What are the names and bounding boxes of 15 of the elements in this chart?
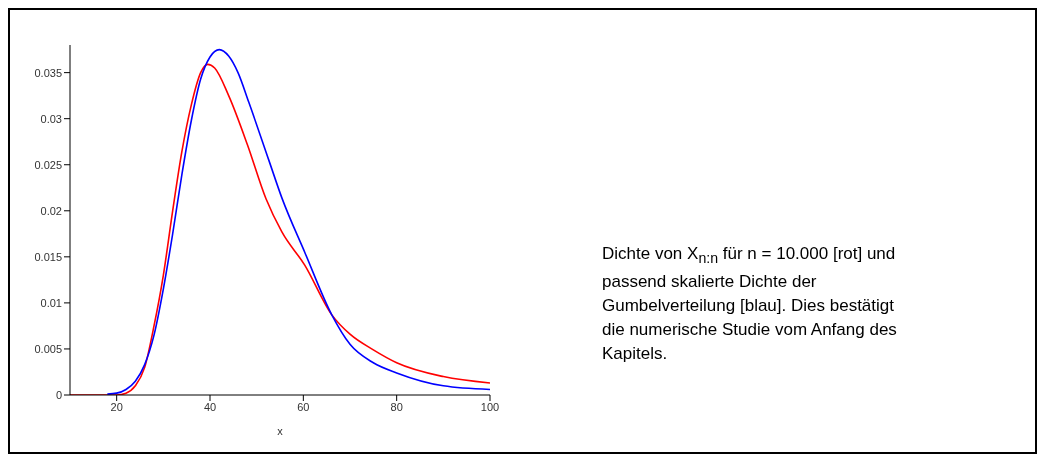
y-tick-label: 0.01	[40, 296, 62, 309]
x-tick-label: 100	[480, 400, 500, 413]
y-tick-label: 0.035	[34, 66, 62, 79]
y-tick-label: 0	[55, 388, 62, 401]
x-axis-title: x	[277, 425, 284, 437]
x-tick-label: 60	[297, 400, 310, 413]
y-tick-label: 0.005	[34, 342, 62, 355]
y-tick-label: 0.03	[40, 112, 62, 125]
text: Dichte von X$_{n:n}$ für n = 10.000 [rot] und passend skalierte Dichte der Gumbelverteilung [blau]. Dies bestätigt die numerische Studie vom Anfang des Kapitels.	[602, 243, 898, 366]
x-tick-label: 40	[203, 400, 217, 413]
y-tick-label: 0.02	[40, 204, 62, 217]
x-tick-label: 80	[390, 400, 403, 413]
x-tick-label: 20	[110, 400, 123, 413]
y-tick-label: 0.025	[34, 158, 62, 171]
y-tick-label: 0.015	[34, 250, 62, 263]
